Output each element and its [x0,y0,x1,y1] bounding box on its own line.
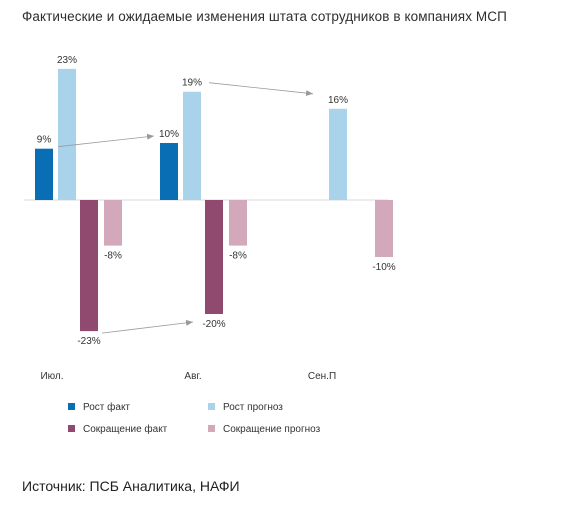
legend-swatch [208,425,215,432]
legend-item-cut-forecast: Сокращение прогноз [208,424,320,435]
data-label: 23% [57,55,77,66]
legend-item-growth-fact: Рост факт [68,402,130,413]
data-label: -8% [104,251,122,262]
legend-swatch [68,425,75,432]
data-label: -23% [77,336,100,347]
bar-1-2 [160,143,178,200]
data-label: 19% [182,78,202,89]
legend-swatch [208,403,215,410]
category-label: Июл. [40,371,63,382]
legend-label: Сокращение факт [83,424,168,435]
legend-label: Рост факт [83,402,131,413]
legend-item-growth-forecast: Рост прогноз [208,402,283,413]
bar-chart: 9% 10% 23% 19% 16% -23% -20% -8% -8% -10% Июл. Авг.… [24,55,396,382]
data-label: 9% [37,135,52,146]
bar-3-2 [205,200,223,314]
legend-item-cut-fact: Сокращение факт [68,424,167,435]
data-label: -10% [372,262,395,273]
source-note: Источник: ПСБ Аналитика, НАФИ [22,478,240,494]
trend-arrow-2 [208,82,314,97]
bar-2-2 [183,91,201,200]
trend-arrow-3 [101,319,194,334]
bar-4-2 [229,200,247,246]
legend-label: Сокращение прогноз [223,424,321,435]
bar-1-1 [35,148,53,200]
bar-4-1 [104,200,122,246]
data-label: -20% [202,319,225,330]
bar-2-3 [329,108,347,200]
trend-arrow-1 [57,133,155,148]
data-label: 10% [159,129,179,140]
bar-3-1 [80,200,98,332]
data-label: 16% [328,95,348,106]
bar-2-1 [58,68,76,201]
data-label: -8% [229,251,247,262]
legend-label: Рост прогноз [223,402,283,413]
category-label: Авг. [184,371,201,382]
bar-4-3 [375,200,393,257]
chart-title: Фактические и ожидаемые изменения штата … [22,9,507,24]
category-label: Сен.П [308,371,336,382]
legend-swatch [68,403,75,410]
